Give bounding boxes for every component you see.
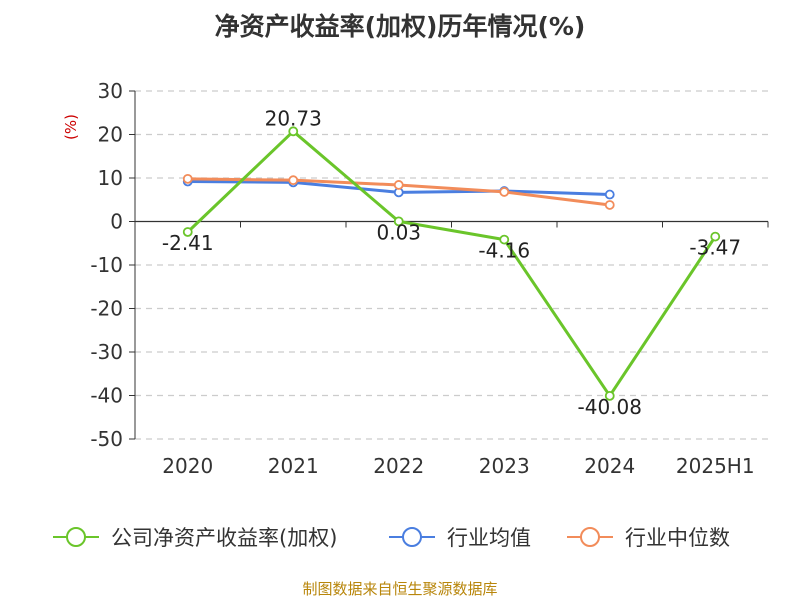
grid-lines: [135, 90, 768, 440]
data-point[interactable]: [288, 175, 299, 186]
data-point[interactable]: [499, 234, 510, 245]
source-note: 制图数据来自恒生聚源数据库: [302, 580, 497, 598]
data-label: -3.47: [689, 236, 741, 260]
data-label: -2.41: [162, 231, 214, 255]
legend-marker: [66, 527, 86, 547]
x-tick-label: 2025H1: [676, 454, 755, 478]
data-label: 0.03: [376, 220, 421, 244]
data-label: -40.08: [578, 395, 642, 419]
legend-label[interactable]: 公司净资产收益率(加权): [111, 526, 337, 550]
series-lines: [182, 126, 721, 401]
y-tick-label: -20: [90, 297, 123, 321]
series-line: [186, 129, 717, 398]
y-tick-label: 0: [110, 210, 123, 234]
data-point[interactable]: [182, 227, 193, 237]
x-tick-label: 2022: [373, 454, 424, 478]
x-tick-label: 2023: [479, 454, 530, 478]
y-tick-label: 20: [98, 123, 123, 147]
data-point[interactable]: [393, 216, 404, 227]
y-tick-label: 30: [98, 79, 123, 103]
legend-label[interactable]: 行业中位数: [625, 526, 730, 550]
y-tick-label: -10: [90, 253, 123, 277]
y-tick-label: -40: [90, 384, 123, 408]
legend-marker: [402, 527, 422, 547]
data-label: -4.16: [478, 239, 530, 263]
data-point[interactable]: [288, 126, 299, 137]
data-point[interactable]: [604, 189, 615, 200]
x-tick-label: 2021: [268, 454, 319, 478]
y-axis-unit: (%): [62, 114, 80, 140]
data-point[interactable]: [604, 200, 615, 210]
data-label: 20.73: [265, 106, 322, 130]
legend[interactable]: 公司净资产收益率(加权) 行业均值 行业中位数: [53, 526, 730, 550]
data-labels: -2.41 20.73 0.03 -4.16 -40.08 -3.47: [162, 106, 741, 419]
data-point[interactable]: [710, 231, 721, 242]
data-point[interactable]: [182, 173, 193, 184]
data-point[interactable]: [499, 187, 510, 197]
x-tick-label: 2024: [584, 454, 635, 478]
legend-marker: [580, 527, 600, 547]
y-tick-label: 10: [98, 166, 123, 190]
y-tick-label: -30: [90, 340, 123, 364]
legend-label[interactable]: 行业均值: [447, 526, 531, 550]
chart-title: 净资产收益率(加权)历年情况(%): [215, 12, 586, 41]
y-tick-label: -50: [90, 427, 123, 451]
x-tick-label: 2020: [162, 454, 213, 478]
axes: 30 20 10 0 -10 -20 -30 -40 -50 2020 2021 2022 2023 20…: [90, 79, 769, 478]
data-point[interactable]: [604, 390, 615, 401]
data-point[interactable]: [393, 180, 404, 190]
